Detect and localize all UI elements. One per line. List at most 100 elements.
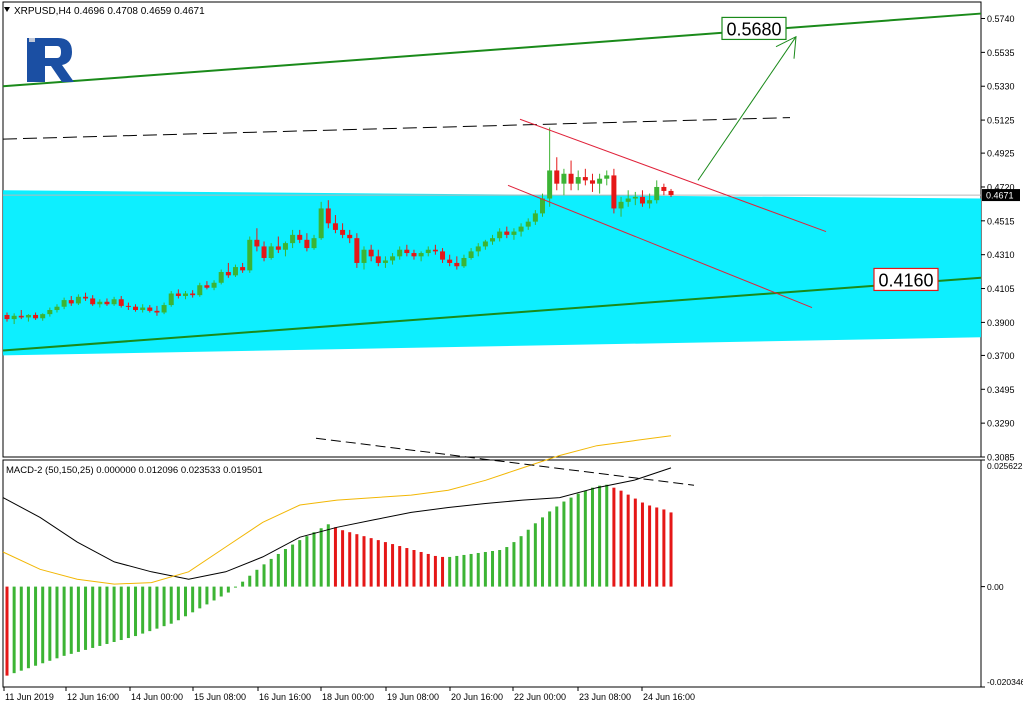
candle-body (40, 314, 46, 319)
candle (225, 262, 231, 278)
candle (625, 190, 631, 207)
macd-bar (326, 524, 330, 587)
candle-body (168, 293, 174, 306)
candle-body (47, 310, 53, 315)
candle (18, 310, 24, 320)
candle-body (454, 262, 460, 267)
target-up-box (721, 16, 787, 41)
macd-bar (134, 586, 138, 637)
current-price-tag: 0.4671 (982, 189, 1020, 202)
candle-body (183, 293, 188, 296)
candle (133, 304, 139, 312)
candles-layer (4, 127, 674, 325)
candle-body (368, 249, 374, 257)
candle-body (461, 257, 467, 267)
macd-bar (305, 536, 309, 587)
time-tick-label: 20 Jun 16:00 (451, 692, 503, 702)
candle-body (532, 213, 538, 222)
macd-bar (491, 550, 495, 587)
candle-body (475, 246, 481, 252)
candle (211, 280, 217, 291)
chart-header: XRPUSD,H4 0.4696 0.4708 0.4659 0.4671 (4, 6, 205, 17)
price-tick-label: 0.3290 (987, 419, 1015, 429)
candle (461, 254, 467, 268)
macd-tick-label: 0.00 (987, 582, 1004, 592)
candle-body (83, 296, 89, 299)
candle-body (318, 208, 324, 239)
time-tick-label: 22 Jun 00:00 (514, 692, 566, 702)
candle (440, 248, 446, 263)
macd-bar (483, 551, 487, 587)
time-tick-label: 11 Jun 2019 (5, 692, 54, 702)
macd-bar (526, 529, 530, 587)
macd-bar (119, 586, 123, 641)
price-axis: 0.5740 0.5535 0.5330 0.5125 0.4925 0.4720 0.45… (981, 14, 1015, 463)
candle-body (561, 173, 567, 184)
macd-bar (212, 586, 216, 601)
candle-body (90, 298, 96, 305)
candle (347, 229, 353, 244)
macd-bar (598, 485, 602, 587)
candle-body (225, 272, 231, 276)
candle-body (147, 307, 153, 311)
candle (575, 170, 581, 191)
candle (197, 282, 203, 297)
candle-body (254, 239, 260, 247)
candle (125, 302, 131, 311)
price-tick-label: 0.4720 (987, 182, 1015, 192)
macd-bar (283, 549, 287, 587)
candle-body (4, 314, 10, 320)
candle (611, 168, 617, 214)
macd-bar (469, 553, 473, 587)
candle-body (468, 251, 474, 258)
macd-label: MACD-2 (50,150,25) 0.000000 0.012096 0.0… (6, 465, 263, 476)
candle-body (111, 299, 117, 305)
candle-body (375, 256, 381, 263)
candle (475, 243, 481, 257)
wedge-upper-line (519, 118, 827, 233)
candle (118, 295, 124, 308)
candle (68, 295, 74, 306)
macd-bar (69, 586, 73, 654)
macd-bar (148, 586, 152, 632)
candle-body (232, 267, 238, 276)
candle (518, 223, 524, 237)
macd-bar (76, 586, 80, 652)
macd-bar (398, 546, 402, 587)
candle (232, 264, 238, 277)
price-tick-label: 0.5740 (987, 14, 1015, 24)
candle-body (125, 305, 131, 307)
macd-bar (462, 554, 466, 587)
macd-bar (34, 586, 38, 666)
candle (532, 210, 538, 225)
macd-bar (355, 534, 359, 587)
macd-bar (205, 586, 209, 605)
candle (411, 249, 417, 260)
macd-main-line (2, 467, 672, 580)
candle (183, 291, 188, 300)
candle-body (397, 249, 403, 257)
candle-body (140, 307, 146, 311)
candle (604, 170, 610, 186)
price-tick-label: 0.4515 (987, 216, 1015, 226)
macd-bar (191, 586, 195, 613)
macd-bar (519, 536, 523, 587)
macd-histogram (5, 484, 673, 676)
candle (161, 302, 167, 315)
candle (97, 299, 103, 308)
macd-bar (233, 586, 237, 588)
candle (4, 312, 10, 322)
candle-body (440, 251, 446, 260)
candle-body (332, 223, 338, 230)
candle-body (118, 299, 124, 306)
macd-bar (169, 586, 173, 624)
candle-body (382, 260, 388, 263)
candle-body (204, 285, 210, 288)
macd-bar (562, 501, 566, 587)
candle (261, 241, 267, 262)
candle-body (547, 170, 553, 199)
candle-body (611, 175, 617, 209)
macd-bar (512, 542, 516, 587)
macd-bar (362, 536, 366, 587)
